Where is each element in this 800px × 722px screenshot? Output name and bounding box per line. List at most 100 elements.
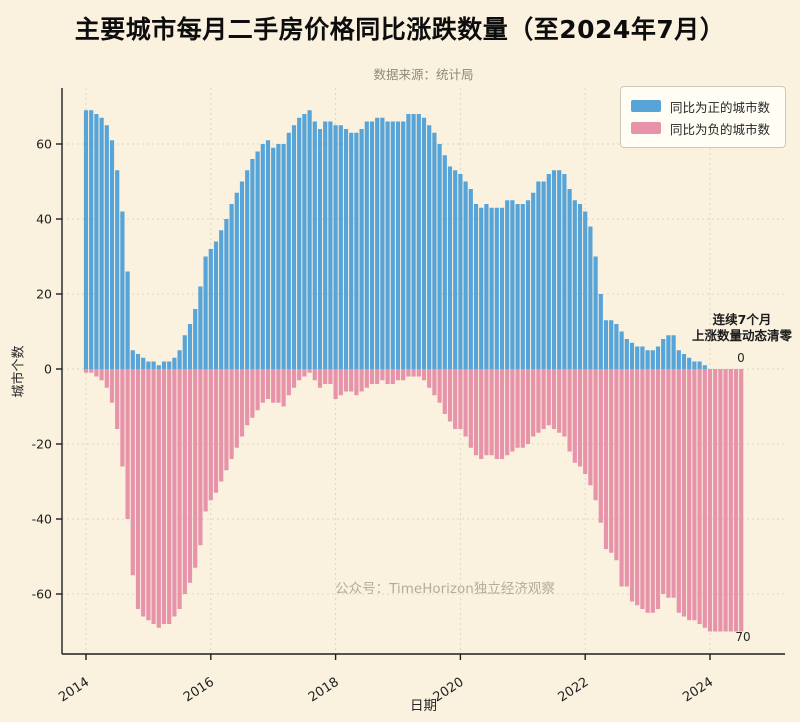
bar-positive <box>593 256 598 369</box>
bar-negative <box>484 369 489 456</box>
bar-positive <box>614 324 619 369</box>
bar-positive <box>104 125 109 369</box>
bar-negative <box>458 369 463 429</box>
bar-negative <box>260 369 265 403</box>
bar-negative <box>499 369 505 459</box>
bar-positive <box>676 350 681 369</box>
bar-positive <box>286 132 291 369</box>
bar-positive <box>146 361 151 369</box>
bar-negative <box>187 369 193 583</box>
bar-positive <box>120 211 125 369</box>
bar-negative <box>380 369 385 381</box>
bar-negative <box>146 369 151 621</box>
bar-positive <box>510 200 515 369</box>
bar-positive <box>437 144 442 369</box>
bar-positive <box>583 211 588 369</box>
bar-positive <box>390 121 395 369</box>
bar-positive <box>245 170 250 369</box>
bar-negative <box>583 369 588 474</box>
bar-positive <box>401 121 406 369</box>
bar-negative <box>343 369 349 392</box>
bar-negative <box>312 369 317 381</box>
bar-negative <box>733 369 739 632</box>
bar-positive <box>640 346 645 369</box>
bar-positive <box>260 144 265 369</box>
y-tick-label: -40 <box>32 512 52 527</box>
bar-negative <box>291 369 297 388</box>
bar-positive <box>619 331 624 369</box>
bar-negative <box>151 369 156 624</box>
bar-positive <box>250 159 255 369</box>
bar-negative <box>317 369 323 388</box>
bar-positive <box>135 354 141 369</box>
positive-series-swatch <box>631 100 661 112</box>
bar-positive <box>125 271 130 369</box>
bar-negative <box>385 369 390 384</box>
bar-negative <box>375 369 380 384</box>
bar-negative <box>447 369 453 422</box>
bar-negative <box>635 369 640 606</box>
bar-negative <box>681 369 687 617</box>
bar-positive <box>172 357 177 369</box>
bar-positive <box>645 350 650 369</box>
bar-positive <box>239 181 245 369</box>
bar-negative <box>229 369 234 459</box>
bar-positive <box>681 354 687 369</box>
negative-series-swatch <box>631 122 661 134</box>
bar-negative <box>728 369 733 632</box>
bar-negative <box>692 369 697 621</box>
bar-negative <box>671 369 676 598</box>
bar-positive <box>567 189 572 369</box>
bar-positive <box>343 129 349 369</box>
bar-negative <box>369 369 375 384</box>
bar-positive <box>473 204 479 369</box>
bar-negative <box>395 369 401 381</box>
bar-positive <box>463 181 468 369</box>
bar-negative <box>141 369 146 617</box>
bar-negative <box>416 369 421 377</box>
bar-negative <box>650 369 655 613</box>
bar-positive <box>687 357 692 369</box>
bar-positive <box>265 140 271 369</box>
bar-positive <box>151 361 156 369</box>
bar-negative <box>567 369 572 452</box>
bar-negative <box>572 369 577 463</box>
bar-negative <box>104 369 109 388</box>
bar-positive <box>369 121 375 369</box>
y-tick-label: 60 <box>36 137 52 152</box>
bar-negative <box>723 369 728 632</box>
bar-positive <box>302 114 307 369</box>
bar-positive <box>494 207 499 369</box>
bar-negative <box>167 369 172 624</box>
bar-negative <box>645 369 650 613</box>
bar-negative <box>83 369 89 373</box>
bar-positive <box>520 204 525 369</box>
bar-positive <box>219 230 224 369</box>
bar-positive <box>447 166 453 369</box>
bar-negative <box>265 369 271 399</box>
bar-positive <box>536 181 541 369</box>
bar-positive <box>551 170 557 369</box>
bar-negative <box>203 369 208 512</box>
bar-negative <box>473 369 479 456</box>
annotation-seventy-value: 70 <box>735 630 751 644</box>
bar-negative <box>359 369 364 392</box>
bar-positive <box>375 117 380 369</box>
bar-positive <box>338 125 343 369</box>
bar-negative <box>697 369 702 624</box>
bar-positive <box>271 147 276 369</box>
bar-negative <box>588 369 593 486</box>
bar-positive <box>661 339 666 369</box>
bar-negative <box>515 369 520 448</box>
annotation-zero-value: 0 <box>737 351 745 365</box>
bar-negative <box>437 369 442 403</box>
bar-negative <box>161 369 167 624</box>
bar-positive <box>666 335 671 369</box>
bar-negative <box>551 369 557 429</box>
bar-positive <box>83 110 89 369</box>
bar-negative <box>286 369 291 396</box>
bar-positive <box>515 204 520 369</box>
bar-positive <box>609 320 614 369</box>
bar-positive <box>213 241 219 369</box>
bar-positive <box>692 361 697 369</box>
